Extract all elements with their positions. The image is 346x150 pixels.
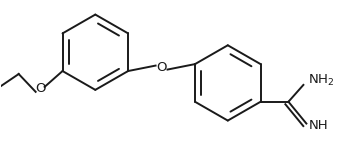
Text: O: O [35,82,46,95]
Text: NH: NH [308,119,328,132]
Text: O: O [156,61,167,74]
Text: NH$_2$: NH$_2$ [308,72,335,87]
